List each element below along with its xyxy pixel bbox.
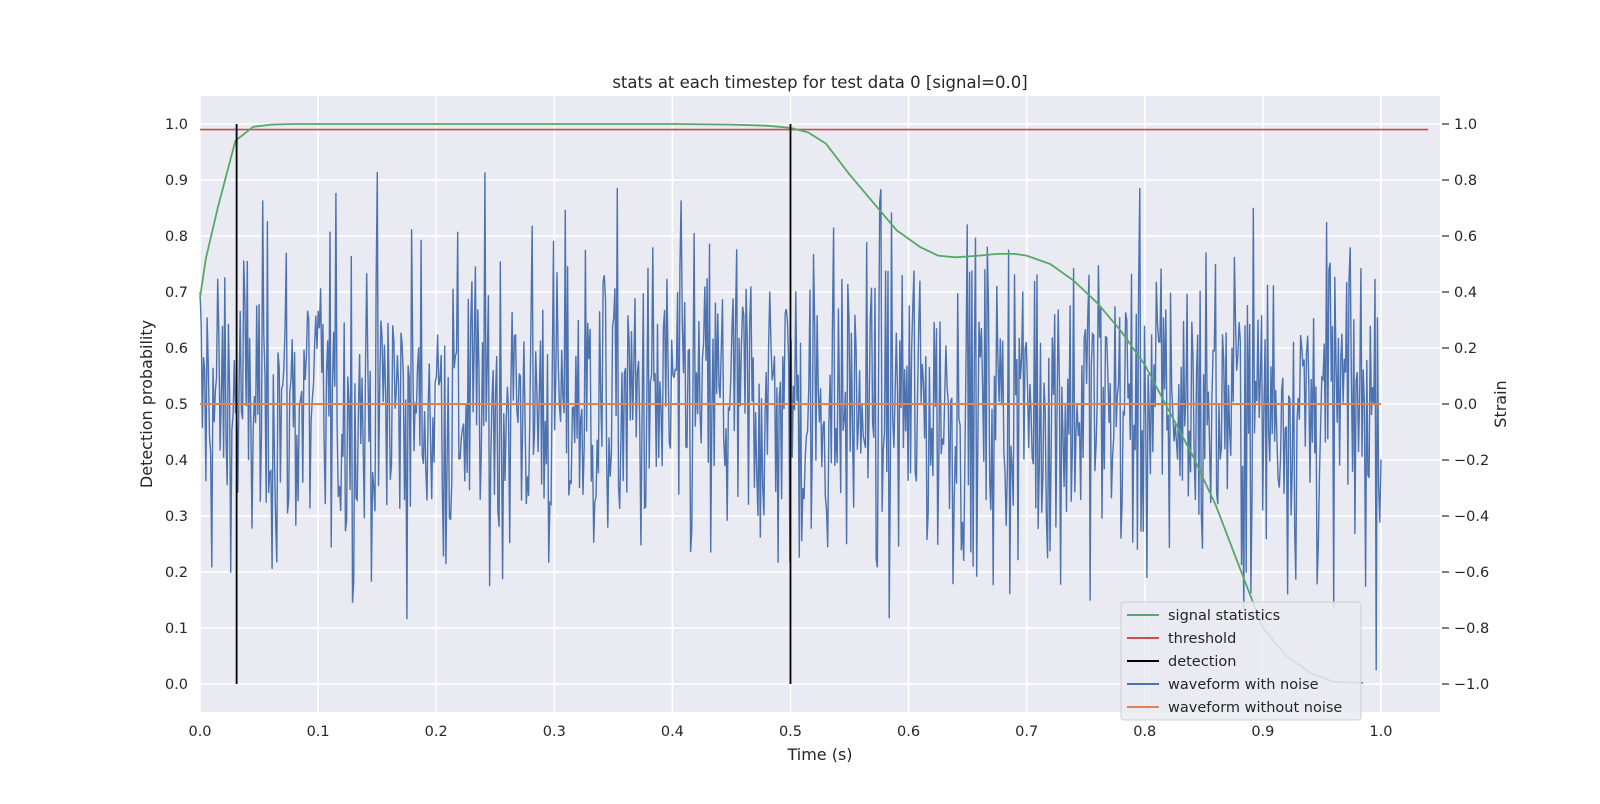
- legend-label-waveform-without-noise: waveform without noise: [1168, 700, 1342, 716]
- y-tick-label: 0.5: [165, 397, 188, 413]
- x-tick-label: 0.6: [897, 724, 920, 740]
- y2-tick-label: 1.0: [1454, 117, 1477, 133]
- y2-tick-label: 0.0: [1454, 397, 1477, 413]
- legend-label-threshold: threshold: [1168, 631, 1236, 647]
- y-tick-label: 0.1: [165, 621, 188, 637]
- y2-tick-label: 0.6: [1454, 229, 1477, 245]
- legend-label-waveform-with-noise: waveform with noise: [1168, 677, 1319, 693]
- y2-tick-label: 0.2: [1454, 341, 1477, 357]
- y2-tick-label: −0.2: [1454, 453, 1489, 469]
- signal-statistics-line: [199, 123, 1364, 684]
- chart-title: stats at each timestep for test data 0 […: [612, 73, 1027, 92]
- y2-tick-label: 0.8: [1454, 173, 1477, 189]
- y-tick-label: 0.2: [165, 565, 188, 581]
- x-tick-label: 0.5: [779, 724, 802, 740]
- legend-label-signal-statistics: signal statistics: [1168, 608, 1280, 624]
- y-axis-label: Detection probability: [137, 320, 156, 488]
- y-tick-label: 0.8: [165, 229, 188, 245]
- x-tick-label: 0.2: [425, 724, 448, 740]
- y-tick-label: 0.9: [165, 173, 188, 189]
- y-tick-label: 0.7: [165, 285, 188, 301]
- x-tick-label: 0.0: [188, 724, 211, 740]
- x-tick-label: 0.4: [661, 724, 684, 740]
- legend: signal statistics threshold detection wa…: [1120, 601, 1362, 721]
- x-tick-label: 1.0: [1369, 724, 1392, 740]
- y2-tick-label: −0.6: [1454, 565, 1489, 581]
- x-axis-label: Time (s): [786, 745, 852, 764]
- y2-tick-label: 0.4: [1454, 285, 1477, 301]
- y2-axis-label: Strain: [1491, 380, 1510, 427]
- y2-tick-label: −0.4: [1454, 509, 1489, 525]
- y-tick-label: 1.0: [165, 117, 188, 133]
- ticks: 0.0 0.1 0.2 0.3 0.4 0.5 0.6 0.7 0.8 0.9 1.0 0.0 0.1 0…: [165, 117, 1489, 740]
- y2-tick-label: −1.0: [1454, 677, 1489, 693]
- y-tick-label: 0.6: [165, 341, 188, 357]
- legend-label-detection: detection: [1168, 654, 1236, 670]
- x-tick-label: 0.1: [307, 724, 330, 740]
- x-tick-label: 0.7: [1015, 724, 1038, 740]
- x-tick-label: 0.8: [1133, 724, 1156, 740]
- y-tick-label: 0.0: [165, 677, 188, 693]
- series-layer: [199, 123, 1429, 684]
- legend-box: [1120, 601, 1362, 721]
- x-tick-label: 0.3: [543, 724, 566, 740]
- y-tick-label: 0.3: [165, 509, 188, 525]
- y2-tick-label: −0.8: [1454, 621, 1489, 637]
- x-tick-label: 0.9: [1251, 724, 1274, 740]
- y-tick-label: 0.4: [165, 453, 188, 469]
